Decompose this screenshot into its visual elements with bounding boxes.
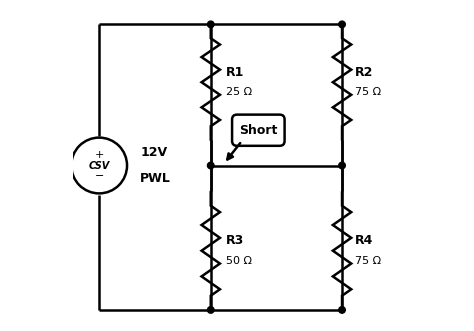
Text: R2: R2 <box>355 66 373 79</box>
Circle shape <box>339 21 346 28</box>
Text: Short: Short <box>239 124 277 137</box>
Text: CSV: CSV <box>89 161 110 170</box>
Circle shape <box>208 162 214 169</box>
Text: −: − <box>94 171 104 181</box>
Text: 12V: 12V <box>140 146 167 159</box>
Text: 25 Ω: 25 Ω <box>226 87 252 97</box>
Text: 75 Ω: 75 Ω <box>355 87 381 97</box>
FancyBboxPatch shape <box>232 115 284 146</box>
Text: 50 Ω: 50 Ω <box>226 256 252 265</box>
Circle shape <box>339 307 346 313</box>
Circle shape <box>208 307 214 313</box>
Text: 75 Ω: 75 Ω <box>355 256 381 265</box>
Text: R3: R3 <box>226 234 244 247</box>
Text: R1: R1 <box>226 66 244 79</box>
Circle shape <box>208 21 214 28</box>
Circle shape <box>339 162 346 169</box>
Text: R4: R4 <box>355 234 373 247</box>
Text: +: + <box>94 150 104 160</box>
Text: PWL: PWL <box>140 172 171 185</box>
